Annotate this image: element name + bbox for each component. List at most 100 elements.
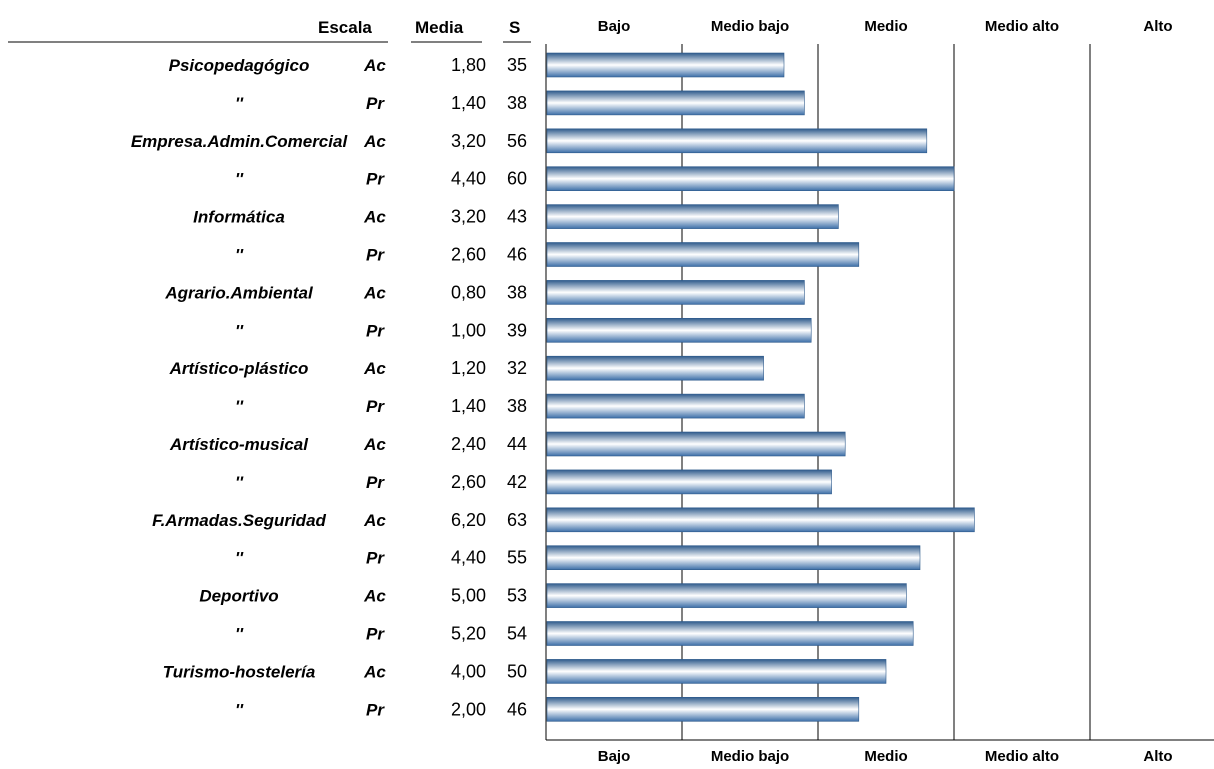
bar: [546, 166, 955, 191]
row-tipo-label: Ac: [363, 132, 386, 151]
row-escala-label: Artístico-musical: [169, 435, 309, 454]
row-tipo-label: Pr: [366, 700, 385, 719]
row-tipo-label: Ac: [363, 587, 386, 606]
row-s-value: 38: [507, 396, 527, 416]
row-tipo-label: Ac: [363, 662, 386, 681]
row-escala-label: Empresa.Admin.Comercial: [131, 132, 349, 151]
row-media-value: 1,40: [451, 396, 486, 416]
row-media-value: 1,20: [451, 358, 486, 378]
row-escala-label: Turismo-hostelería: [163, 662, 316, 681]
row-s-value: 46: [507, 699, 527, 719]
row-media-value: 2,60: [451, 245, 486, 265]
row-escala-label: '': [235, 625, 244, 644]
row-media-value: 2,60: [451, 472, 486, 492]
row-s-value: 43: [507, 207, 527, 227]
row-tipo-label: Pr: [366, 246, 385, 265]
row-s-value: 56: [507, 131, 527, 151]
header-media: Media: [415, 18, 464, 37]
row-tipo-label: Ac: [363, 511, 386, 530]
row-media-value: 3,20: [451, 207, 486, 227]
band-label-top-medio: Medio: [864, 18, 908, 35]
row-s-value: 60: [507, 169, 527, 189]
row-escala-label: '': [235, 700, 244, 719]
bar: [546, 52, 785, 78]
bar: [546, 204, 839, 229]
bar: [546, 659, 887, 684]
row-tipo-label: Pr: [366, 170, 385, 189]
row-tipo-label: Ac: [363, 283, 386, 302]
band-label-bottom-bajo: Bajo: [597, 748, 631, 765]
bar: [546, 128, 928, 154]
row-s-value: 32: [507, 358, 527, 378]
row-escala-label: Psicopedagógico: [169, 56, 310, 75]
band-label-top-medio-bajo: Medio bajo: [710, 18, 790, 35]
band-label-top-bajo: Bajo: [597, 18, 631, 35]
row-media-value: 2,00: [451, 699, 486, 719]
row-media-value: 6,20: [451, 510, 486, 530]
row-escala-label: '': [235, 170, 244, 189]
bar: [546, 355, 764, 381]
bar: [546, 621, 914, 646]
row-media-value: 1,40: [451, 93, 486, 113]
row-s-value: 54: [507, 624, 527, 644]
row-tipo-label: Pr: [366, 321, 385, 340]
row-tipo-label: Ac: [363, 359, 386, 378]
band-label-top-medio-alto: Medio alto: [984, 18, 1060, 35]
row-media-value: 0,80: [451, 282, 486, 302]
row-tipo-label: Pr: [366, 397, 385, 416]
row-s-value: 39: [507, 320, 527, 340]
bar: [546, 317, 812, 343]
bar: [546, 90, 805, 116]
row-s-value: 55: [507, 548, 527, 568]
row-tipo-label: Pr: [366, 473, 385, 492]
band-label-bottom-medio-bajo: Medio bajo: [710, 748, 790, 765]
row-tipo-label: Ac: [363, 435, 386, 454]
band-label-bottom-alto: Alto: [1143, 748, 1173, 765]
row-tipo-label: Ac: [363, 56, 386, 75]
row-tipo-label: Pr: [366, 549, 385, 568]
row-s-value: 46: [507, 245, 527, 265]
band-label-bottom-medio: Medio: [864, 748, 908, 765]
bar: [546, 583, 907, 608]
row-media-value: 5,20: [451, 624, 486, 644]
row-escala-label: '': [235, 549, 244, 568]
bar: [546, 507, 975, 533]
row-tipo-label: Ac: [363, 208, 386, 227]
row-escala-label: Informática: [193, 208, 285, 227]
band-label-bottom-medio-alto: Medio alto: [984, 748, 1060, 765]
row-escala-label: F.Armadas.Seguridad: [152, 511, 326, 530]
header-escala: Escala: [318, 18, 372, 37]
row-s-value: 50: [507, 661, 527, 681]
bar: [546, 545, 921, 571]
row-s-value: 44: [507, 434, 527, 454]
row-media-value: 4,40: [451, 548, 486, 568]
row-s-value: 38: [507, 282, 527, 302]
bar: [546, 280, 805, 305]
bar: [546, 431, 846, 457]
header-s: S: [509, 18, 521, 37]
row-s-value: 53: [507, 586, 527, 606]
row-media-value: 1,00: [451, 320, 486, 340]
bar: [546, 393, 805, 419]
row-tipo-label: Pr: [366, 625, 385, 644]
row-s-value: 42: [507, 472, 527, 492]
row-media-value: 2,40: [451, 434, 486, 454]
row-escala-label: Deportivo: [199, 587, 278, 606]
row-escala-label: Agrario.Ambiental: [164, 283, 314, 302]
row-s-value: 63: [507, 510, 527, 530]
row-media-value: 1,80: [451, 55, 486, 75]
row-escala-label: '': [235, 246, 244, 265]
row-tipo-label: Pr: [366, 94, 385, 113]
row-escala-label: Artístico-plástico: [169, 359, 309, 378]
row-escala-label: '': [235, 94, 244, 113]
bar: [546, 696, 860, 722]
row-media-value: 4,00: [451, 661, 486, 681]
bar: [546, 242, 860, 267]
row-media-value: 4,40: [451, 169, 486, 189]
row-s-value: 35: [507, 55, 527, 75]
row-escala-label: '': [235, 321, 244, 340]
row-media-value: 3,20: [451, 131, 486, 151]
bar: [546, 469, 832, 495]
row-escala-label: '': [235, 397, 244, 416]
